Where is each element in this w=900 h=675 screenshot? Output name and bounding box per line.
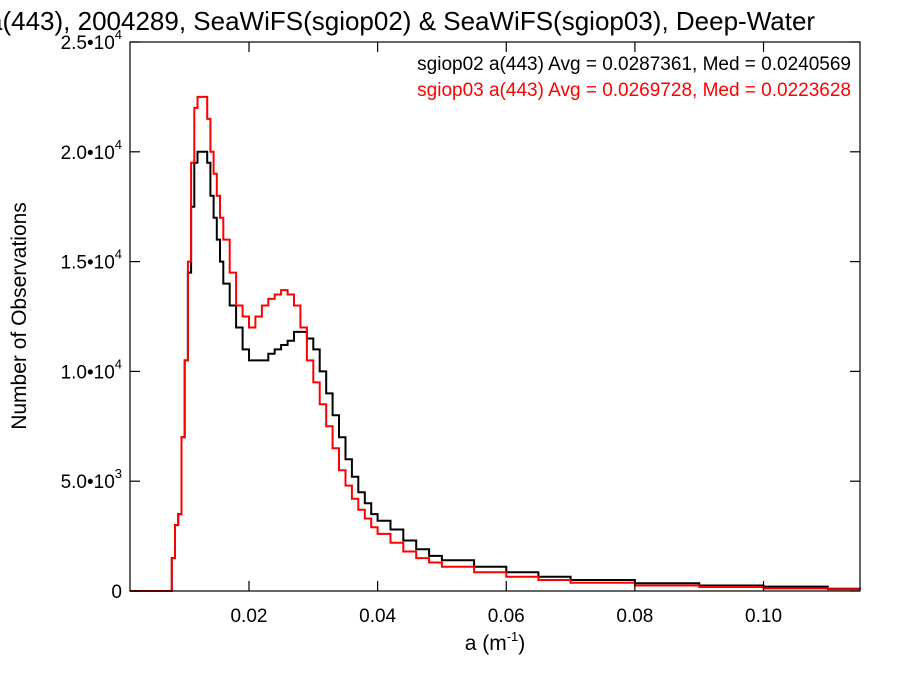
y-tick-label: 0 — [111, 582, 122, 603]
legend-entry-sgiop02: sgiop02 a(443) Avg = 0.0287361, Med = 0.… — [417, 54, 851, 75]
x-tick-label: 0.02 — [230, 606, 267, 627]
x-axis-label-text: a (m — [465, 632, 507, 655]
series-line-sgiop03 — [130, 95, 861, 592]
y-tick-label: 1.0•104 — [61, 356, 122, 383]
legend: sgiop02 a(443) Avg = 0.0287361, Med = 0.… — [417, 54, 851, 101]
chart-title: a(443), 2004289, SeaWiFS(sgiop02) & SeaW… — [0, 6, 815, 36]
x-tick-label: 0.06 — [488, 606, 525, 627]
plot-frame — [129, 41, 861, 592]
x-tick-label: 0.04 — [359, 606, 396, 627]
legend-entry-sgiop03: sgiop03 a(443) Avg = 0.0269728, Med = 0.… — [417, 80, 851, 101]
y-tick-label: 2.0•104 — [61, 137, 122, 164]
x-tick-label: 0.10 — [745, 606, 782, 627]
y-tick-label: 5.0•103 — [61, 466, 122, 493]
x-axis-label-exponent: -1 — [507, 629, 519, 644]
series-line-sgiop02 — [130, 150, 861, 592]
x-axis-label: a (m-1) — [465, 629, 526, 655]
x-axis-label-suffix: ) — [518, 632, 525, 655]
y-axis-label: Number of Observations — [8, 202, 31, 430]
ticks-layer: 0.02 0.04 0.06 0.08 0.10 0 5.0•103 1.0•104 1.5•1… — [61, 27, 860, 627]
y-tick-label: 1.5•104 — [61, 247, 122, 274]
x-tick-label: 0.08 — [616, 606, 653, 627]
y-tick-label: 2.5•104 — [61, 27, 122, 54]
series-layer — [130, 95, 861, 592]
